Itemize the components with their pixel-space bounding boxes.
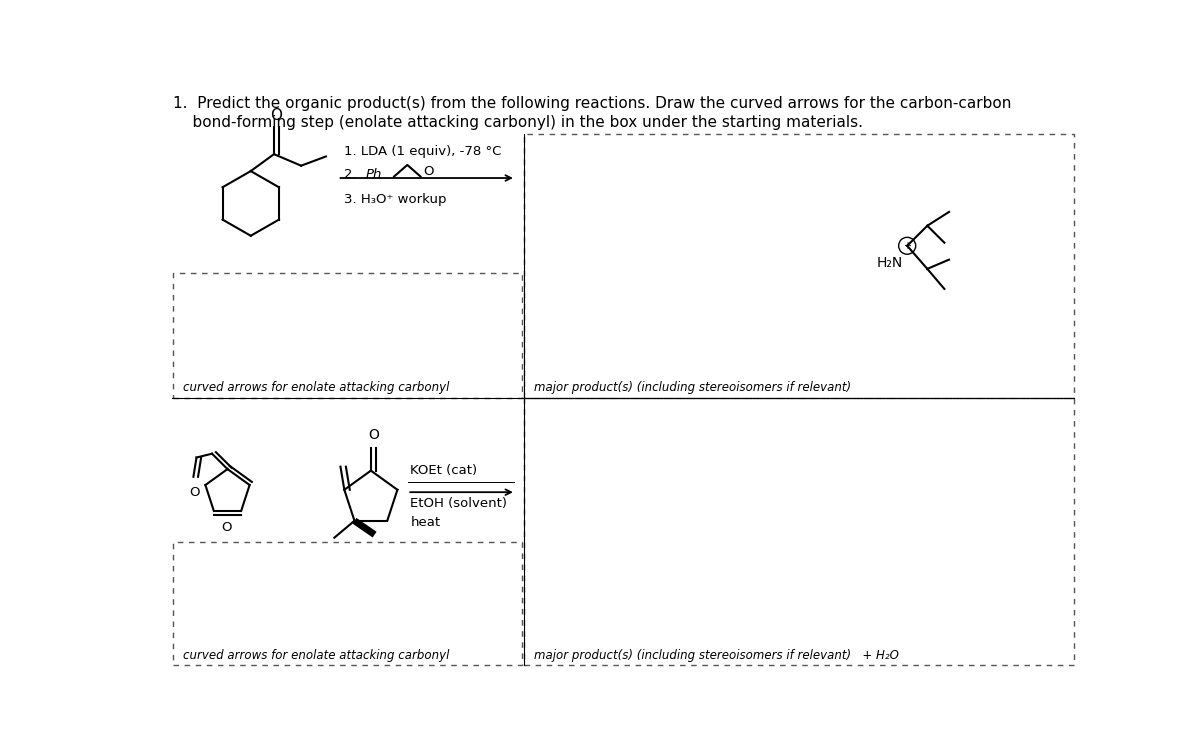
Text: H₂N: H₂N bbox=[877, 256, 904, 271]
Text: major product(s) (including stereoisomers if relevant): major product(s) (including stereoisomer… bbox=[534, 381, 851, 393]
Text: O: O bbox=[270, 108, 282, 123]
Text: O: O bbox=[222, 521, 232, 534]
Text: curved arrows for enolate attacking carbonyl: curved arrows for enolate attacking carb… bbox=[182, 381, 449, 393]
Text: bond-forming step (enolate attacking carbonyl) in the box under the starting mat: bond-forming step (enolate attacking car… bbox=[173, 115, 863, 130]
Text: Ph: Ph bbox=[366, 168, 382, 181]
Text: EtOH (solvent): EtOH (solvent) bbox=[410, 497, 508, 510]
Text: +: + bbox=[904, 241, 911, 250]
Text: O: O bbox=[188, 486, 199, 499]
Text: 1. LDA (1 equiv), -78 °C: 1. LDA (1 equiv), -78 °C bbox=[343, 145, 502, 159]
Text: curved arrows for enolate attacking carbonyl: curved arrows for enolate attacking carb… bbox=[182, 648, 449, 662]
Text: 1.  Predict the organic product(s) from the following reactions. Draw the curved: 1. Predict the organic product(s) from t… bbox=[173, 96, 1012, 111]
Text: 3. H₃O⁺ workup: 3. H₃O⁺ workup bbox=[343, 193, 446, 206]
Text: O: O bbox=[367, 428, 379, 442]
Text: major product(s) (including stereoisomers if relevant)   + H₂O: major product(s) (including stereoisomer… bbox=[534, 648, 899, 662]
Text: KOEt (cat): KOEt (cat) bbox=[410, 464, 478, 477]
Text: heat: heat bbox=[410, 517, 440, 529]
Text: 2.: 2. bbox=[343, 168, 356, 181]
Text: O: O bbox=[422, 165, 433, 178]
